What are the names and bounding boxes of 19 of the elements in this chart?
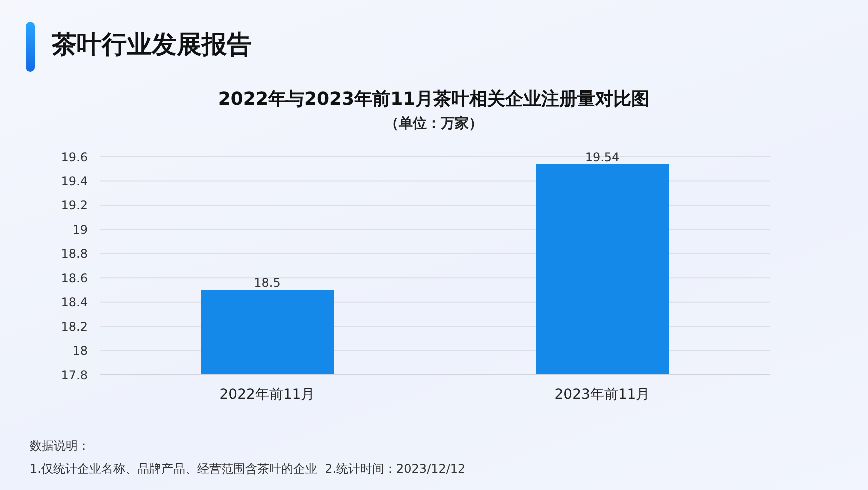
y-tick-label: 18.4	[61, 296, 88, 310]
x-tick-label: 2022年前11月	[220, 386, 316, 403]
data-label: 18.5	[254, 276, 281, 290]
y-tick-label: 19.2	[61, 198, 88, 213]
y-tick-label: 18.6	[61, 271, 88, 286]
chart-subtitle: （单位：万家）	[384, 114, 484, 134]
text: 1.仅统计企业名称、品牌产品、经营范围含茶叶的企业 2.统计时间：2023/12/12	[30, 461, 466, 478]
y-tick-label: 19	[72, 222, 88, 237]
y-tick-label: 19.6	[61, 150, 88, 164]
y-tick-label: 18.2	[61, 320, 88, 334]
data-label: 19.54	[585, 150, 620, 164]
text: 数据说明：	[30, 438, 90, 455]
chart-title: 2022年与2023年前11月茶叶相关企业注册量对比图	[217, 88, 651, 112]
y-tick-label: 17.8	[61, 368, 88, 382]
y-tick-label: 18.8	[61, 247, 88, 262]
y-tick-label: 18	[72, 344, 88, 358]
text: 茶叶行业发展报告	[52, 29, 252, 61]
y-tick-label: 19.4	[61, 174, 88, 188]
x-tick-label: 2023年前11月	[554, 386, 650, 403]
